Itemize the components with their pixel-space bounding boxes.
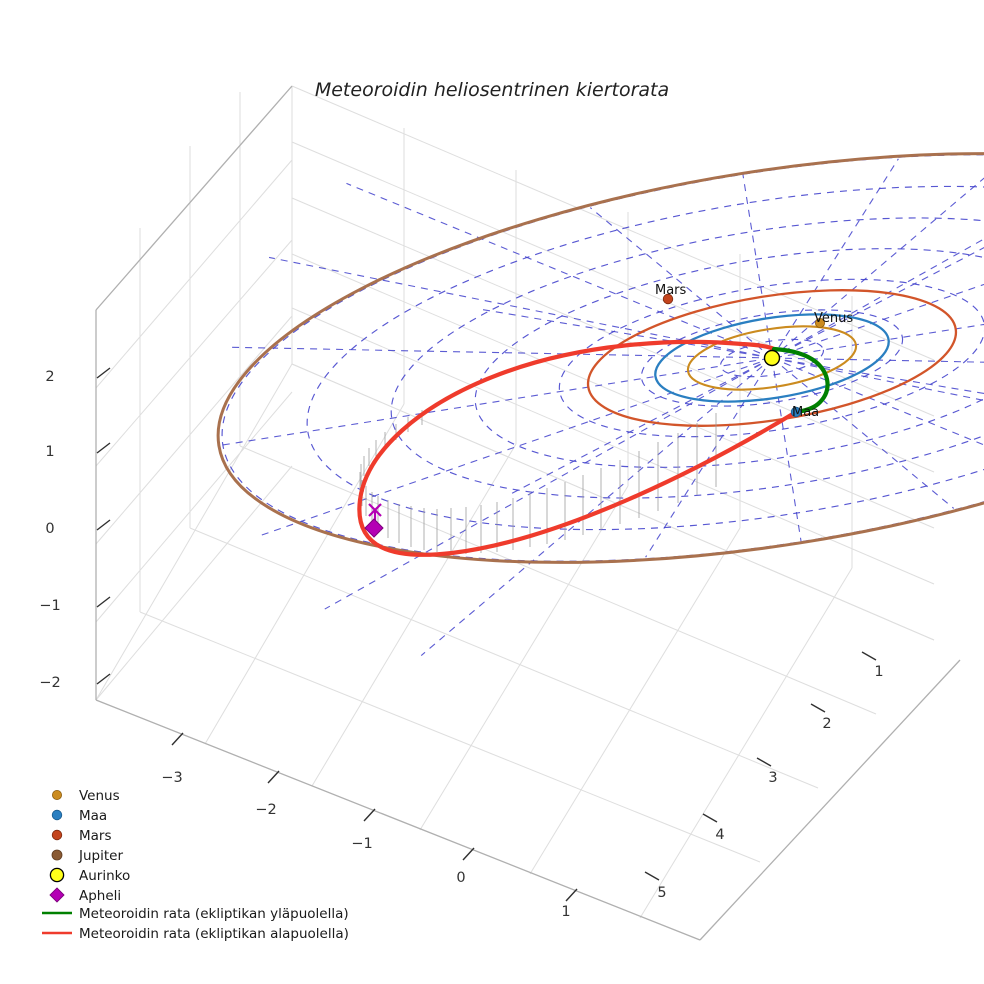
polar-grid-spokes (222, 84, 984, 656)
mars-label: Mars (655, 283, 687, 298)
orbit-jupiter (216, 152, 984, 564)
z-tick-2: 0 (45, 521, 54, 537)
apheli-icon (49, 887, 65, 903)
page-title: Meteoroidin heliosentrinen kiertorata (315, 79, 669, 101)
y-axis: 1 2 3 4 5 (644, 651, 884, 901)
legend-item-jupiter[interactable]: Jupiter (51, 848, 123, 864)
left-wall-grid (95, 85, 293, 701)
legend-item-venus[interactable]: Venus (52, 788, 120, 804)
y-tick-4: 5 (657, 885, 666, 901)
z-tick-3: −1 (39, 598, 60, 614)
legend-label-mars: Mars (79, 828, 112, 844)
y-tick-2: 3 (768, 770, 777, 786)
y-tick-3: 4 (715, 827, 724, 843)
z-tick-0: 2 (45, 369, 54, 385)
axis-spines (95, 85, 961, 941)
legend-item-maa[interactable]: Maa (51, 808, 107, 824)
legend-item-orbit-below[interactable]: Meteoroidin rata (ekliptikan alapuolella… (42, 926, 349, 942)
aphelion-marker (364, 518, 384, 538)
axes-panes (95, 85, 935, 941)
legend-label-maa: Maa (79, 808, 107, 824)
legend-label-apheli: Apheli (79, 888, 121, 904)
x-tick-2: −1 (351, 836, 372, 852)
orbit-venus (686, 325, 858, 391)
aurinko-icon (49, 867, 65, 883)
x-tick-4: 1 (561, 904, 570, 920)
x-tick-1: −2 (255, 802, 276, 818)
maa-marker (790, 406, 802, 418)
legend: Venus Maa Mars Jupiter Aurinko (42, 788, 349, 942)
z-tick-4: −2 (39, 675, 60, 691)
legend-label-venus: Venus (79, 788, 120, 804)
legend-label-orbit-below: Meteoroidin rata (ekliptikan alapuolella… (79, 926, 349, 942)
mars-icon (51, 829, 63, 841)
legend-label-aurinko: Aurinko (79, 868, 130, 884)
jupiter-icon (51, 849, 63, 861)
z-axis: 2 1 0 −1 −2 (39, 367, 111, 691)
maa-label: Maa (792, 405, 819, 420)
meteoroid-orbit-below (357, 339, 799, 557)
meteoroid-orbit-above (771, 346, 830, 415)
legend-label-jupiter: Jupiter (78, 848, 123, 864)
mars-marker (662, 293, 674, 305)
right-wall-grid (291, 85, 935, 641)
legend-item-aurinko[interactable]: Aurinko (49, 867, 130, 884)
x-tick-0: −3 (161, 770, 182, 786)
polar-grid-rings (221, 154, 984, 562)
legend-item-mars[interactable]: Mars (51, 828, 112, 844)
floor-grid (95, 363, 935, 941)
legend-label-orbit-above: Meteoroidin rata (ekliptikan yläpuolella… (79, 906, 349, 922)
legend-item-apheli[interactable]: Apheli (49, 887, 121, 904)
y-tick-0: 1 (874, 664, 883, 680)
venus-label: Venus (814, 311, 853, 326)
venus-icon (52, 790, 63, 801)
orbit-maa (654, 313, 890, 403)
y-tick-1: 2 (822, 716, 831, 732)
legend-item-orbit-above[interactable]: Meteoroidin rata (ekliptikan yläpuolella… (42, 906, 349, 922)
maa-icon (51, 809, 63, 821)
venus-marker (815, 317, 826, 328)
x-tick-3: 0 (456, 870, 465, 886)
x-axis: −3 −2 −1 0 1 (161, 732, 578, 920)
sun-marker (763, 349, 781, 367)
z-tick-1: 1 (45, 444, 54, 460)
